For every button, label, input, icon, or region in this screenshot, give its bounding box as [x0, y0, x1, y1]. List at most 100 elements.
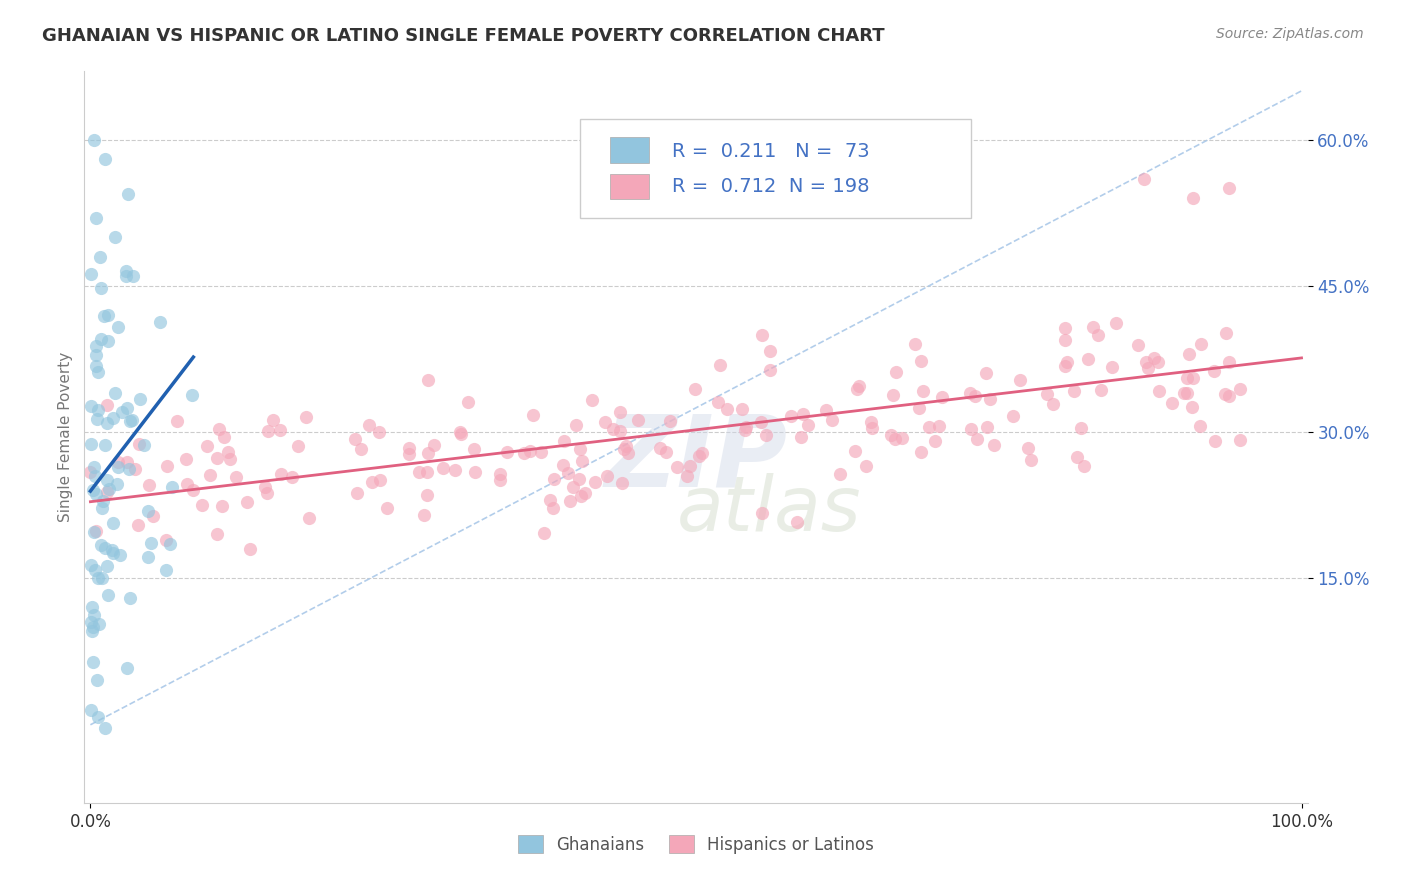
Point: [239, 542, 262, 557]
Point: [225, 470, 247, 484]
Point: [96, 398, 118, 412]
Point: [553, 458, 575, 472]
Point: [155, 533, 177, 547]
Point: [87, 571, 110, 585]
Point: [254, 480, 277, 494]
Point: [464, 465, 486, 479]
Point: [104, 386, 127, 401]
Point: [463, 442, 485, 457]
Point: [1161, 396, 1184, 410]
Point: [609, 405, 631, 419]
Point: [565, 417, 588, 432]
Point: [86, 411, 108, 425]
Point: [530, 444, 553, 458]
FancyBboxPatch shape: [610, 137, 650, 163]
Point: [655, 445, 678, 459]
Point: [83, 525, 105, 540]
Point: [117, 186, 139, 201]
Point: [821, 413, 844, 427]
Point: [346, 485, 368, 500]
Point: [129, 392, 152, 406]
Point: [1182, 371, 1205, 385]
Point: [408, 465, 430, 479]
Point: [910, 354, 932, 368]
Point: [1218, 181, 1240, 195]
Point: [522, 408, 544, 422]
Point: [159, 537, 181, 551]
Point: [560, 494, 582, 508]
Point: [1181, 401, 1204, 415]
Point: [97, 334, 120, 349]
Point: [1137, 361, 1160, 376]
Point: [96, 558, 118, 573]
Point: [815, 402, 838, 417]
Point: [208, 422, 231, 436]
Point: [416, 373, 439, 387]
Point: [142, 508, 165, 523]
Point: [716, 402, 738, 417]
Point: [91, 501, 114, 516]
Point: [1019, 452, 1042, 467]
Point: [107, 319, 129, 334]
Point: [367, 425, 389, 440]
Point: [80, 437, 103, 451]
Point: [155, 563, 177, 577]
Point: [118, 462, 141, 476]
Point: [191, 498, 214, 512]
Point: [128, 437, 150, 451]
Point: [205, 527, 228, 541]
Point: [90, 332, 112, 346]
FancyBboxPatch shape: [610, 174, 650, 199]
Point: [269, 423, 291, 437]
Point: [755, 428, 778, 442]
Point: [1147, 384, 1170, 399]
Point: [1218, 354, 1240, 368]
Point: [181, 388, 204, 402]
Point: [136, 549, 159, 564]
Point: [533, 526, 555, 541]
Point: [212, 429, 235, 443]
Point: [156, 458, 179, 473]
Point: [904, 337, 927, 351]
Point: [368, 473, 391, 487]
Point: [270, 467, 292, 482]
Point: [609, 425, 631, 439]
Point: [83, 133, 105, 147]
Point: [257, 424, 280, 438]
Point: [101, 546, 124, 560]
Point: [1188, 419, 1211, 434]
Point: [543, 500, 565, 515]
Point: [924, 434, 946, 449]
Point: [86, 211, 108, 225]
Point: [176, 477, 198, 491]
Point: [174, 451, 197, 466]
Point: [557, 466, 579, 480]
Point: [398, 441, 420, 455]
Point: [1181, 191, 1204, 205]
Point: [118, 591, 141, 605]
Text: ZIP: ZIP: [605, 410, 787, 508]
Point: [513, 445, 536, 459]
Point: [105, 477, 128, 491]
Point: [117, 401, 139, 416]
Point: [166, 414, 188, 428]
Point: [124, 462, 146, 476]
Point: [361, 475, 384, 489]
Point: [1178, 347, 1201, 361]
Point: [880, 428, 903, 442]
Point: [82, 599, 104, 614]
Point: [659, 414, 682, 428]
Point: [976, 367, 998, 381]
Point: [751, 506, 773, 520]
Legend: Ghanaians, Hispanics or Latinos: Ghanaians, Hispanics or Latinos: [510, 829, 882, 860]
Point: [569, 489, 592, 503]
Point: [519, 444, 541, 458]
Point: [84, 487, 107, 501]
Point: [141, 536, 163, 550]
Point: [235, 495, 257, 509]
Point: [349, 442, 371, 457]
Point: [80, 399, 103, 413]
Point: [1010, 373, 1032, 387]
Point: [562, 480, 585, 494]
Point: [883, 432, 905, 446]
